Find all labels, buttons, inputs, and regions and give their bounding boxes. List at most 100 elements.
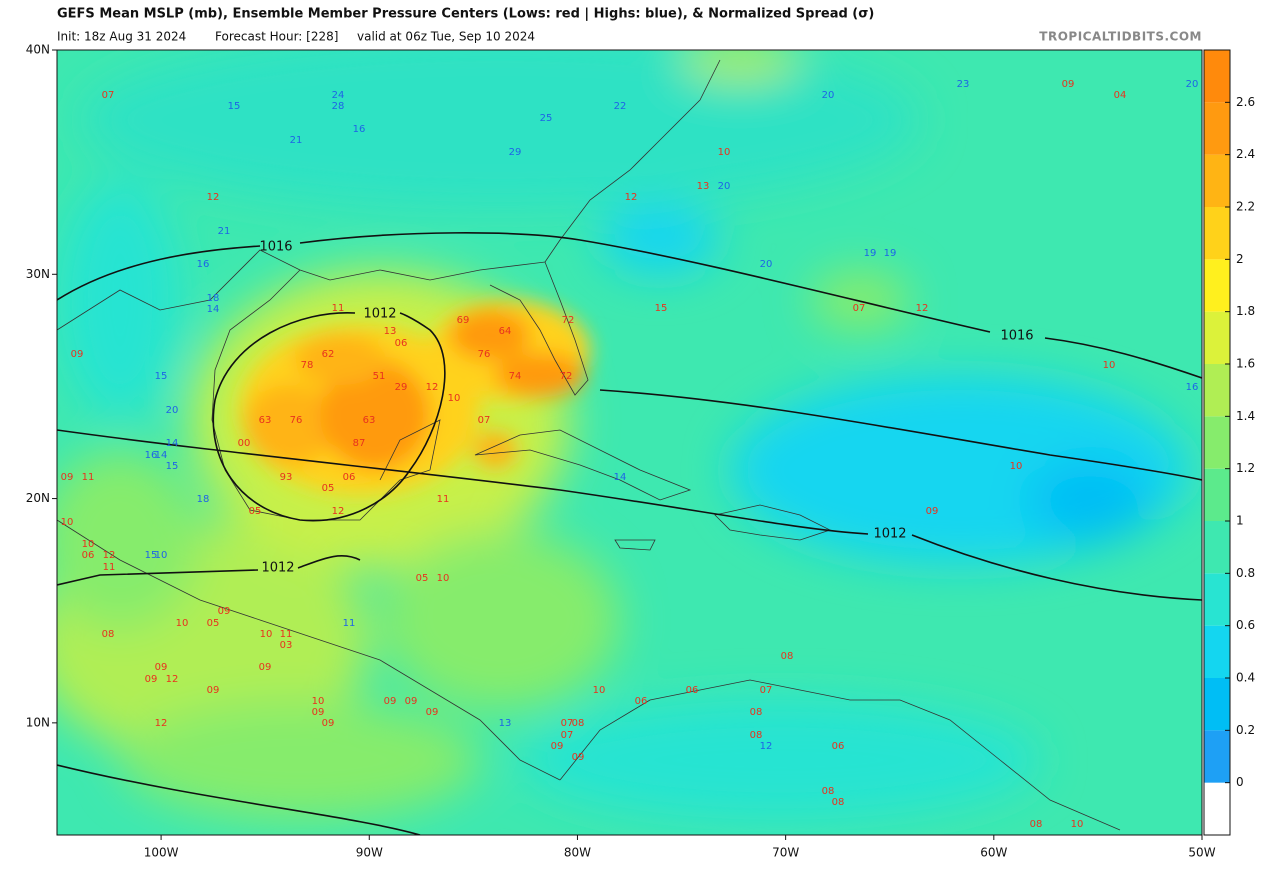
low-center: 09 <box>551 741 564 752</box>
high-center: 14 <box>166 438 179 449</box>
low-center: 10 <box>176 618 189 629</box>
high-center: 15 <box>155 371 168 382</box>
low-center: 08 <box>1030 819 1043 830</box>
low-center: 78 <box>301 360 314 371</box>
colorbar-tick-label: 0.8 <box>1236 566 1255 580</box>
x-tick-label: 70W <box>772 846 799 860</box>
colorbar-segment <box>1204 678 1230 731</box>
colorbar-frame <box>1203 49 1231 836</box>
low-center: 63 <box>363 415 376 426</box>
low-center: 12 <box>332 506 345 517</box>
colorbar-segment <box>1204 207 1230 260</box>
low-center: 08 <box>750 707 763 718</box>
high-center: 19 <box>884 248 897 259</box>
high-center: 16 <box>1186 382 1199 393</box>
high-center: 13 <box>499 718 512 729</box>
title: GEFS Mean MSLP (mb), Ensemble Member Pre… <box>57 7 874 22</box>
colorbar-segment <box>1204 416 1230 469</box>
high-center: 20 <box>1186 79 1199 90</box>
colorbar-tick-label: 0.6 <box>1236 618 1255 632</box>
low-center: 08 <box>572 718 585 729</box>
low-center: 09 <box>71 349 84 360</box>
low-center: 09 <box>426 707 439 718</box>
low-center: 07 <box>561 730 574 741</box>
high-center: 28 <box>332 101 345 112</box>
x-tick-label: 90W <box>356 846 383 860</box>
low-center: 04 <box>1114 90 1127 101</box>
low-center: 76 <box>478 349 491 360</box>
low-center: 12 <box>426 382 439 393</box>
low-center: 09 <box>312 707 325 718</box>
low-center: 06 <box>832 741 845 752</box>
low-center: 09 <box>322 718 335 729</box>
low-center: 64 <box>499 326 512 337</box>
valid-time: valid at 06z Tue, Sep 10 2024 <box>357 30 535 44</box>
high-center: 23 <box>957 79 970 90</box>
low-center: 09 <box>259 662 272 673</box>
contour-label: 1012 <box>363 307 396 322</box>
colorbar-segment <box>1204 311 1230 364</box>
low-center: 07 <box>561 718 574 729</box>
low-center: 07 <box>760 685 773 696</box>
colorbar-segment <box>1204 573 1230 626</box>
low-center: 11 <box>82 472 95 483</box>
low-center: 09 <box>926 506 939 517</box>
map-frame <box>56 49 1203 836</box>
high-center: 19 <box>864 248 877 259</box>
high-center: 20 <box>760 259 773 270</box>
isobars <box>57 232 1202 835</box>
high-center: 16 <box>197 259 210 270</box>
x-tick-label: 100W <box>144 846 179 860</box>
x-tick-label: 50W <box>1188 846 1215 860</box>
low-center: 10 <box>1103 360 1116 371</box>
high-center: 16 <box>145 450 158 461</box>
low-center: 08 <box>102 629 115 640</box>
high-center: 15 <box>228 101 241 112</box>
x-tick-label: 80W <box>564 846 591 860</box>
low-center: 51 <box>373 371 386 382</box>
low-center: 09 <box>207 685 220 696</box>
colorbar-tick-label: 2 <box>1236 252 1244 266</box>
low-center: 05 <box>416 573 429 584</box>
low-center: 06 <box>635 696 648 707</box>
low-center: 08 <box>750 730 763 741</box>
colorbar-tick-label: 1.4 <box>1236 409 1255 423</box>
low-center: 63 <box>259 415 272 426</box>
contour-label: 1012 <box>261 561 294 576</box>
high-center: 20 <box>166 405 179 416</box>
colorbar-tick-label: 0.4 <box>1236 671 1255 685</box>
colorbar-segment <box>1204 782 1230 835</box>
low-center: 72 <box>560 371 573 382</box>
contour-label: 1016 <box>259 240 292 255</box>
low-center: 74 <box>509 371 522 382</box>
high-center: 29 <box>509 147 522 158</box>
high-center: 18 <box>207 293 220 304</box>
x-tick-label: 60W <box>980 846 1007 860</box>
low-center: 05 <box>249 506 262 517</box>
low-center: 06 <box>686 685 699 696</box>
high-center: 21 <box>290 135 303 146</box>
low-center: 11 <box>437 494 450 505</box>
low-center: 10 <box>312 696 325 707</box>
low-center: 93 <box>280 472 293 483</box>
high-center: 20 <box>822 90 835 101</box>
low-center: 10 <box>448 393 461 404</box>
high-center: 12 <box>760 741 773 752</box>
low-center: 09 <box>384 696 397 707</box>
low-center: 07 <box>853 303 866 314</box>
y-tick-label: 10N <box>26 715 50 729</box>
credit: TROPICALTIDBITS.COM <box>1039 30 1202 44</box>
y-tick-label: 20N <box>26 491 50 505</box>
low-center: 10 <box>1071 819 1084 830</box>
low-center: 12 <box>103 550 116 561</box>
high-center: 16 <box>353 124 366 135</box>
low-center: 10 <box>82 539 95 550</box>
high-center: 10 <box>155 550 168 561</box>
low-center: 06 <box>82 550 95 561</box>
high-center: 14 <box>207 304 220 315</box>
high-center: 15 <box>145 550 158 561</box>
colorbar-tick-label: 1.6 <box>1236 357 1255 371</box>
y-tick-label: 30N <box>26 267 50 281</box>
forecast-hour: Forecast Hour: [228] <box>215 30 338 44</box>
low-center: 11 <box>103 562 116 573</box>
